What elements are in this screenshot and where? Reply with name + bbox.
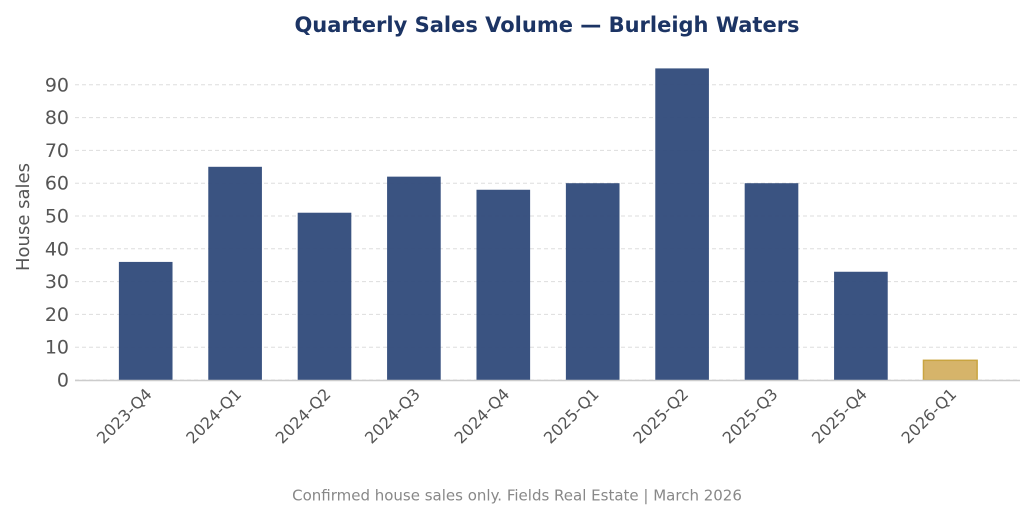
y-tick-label: 90 bbox=[45, 74, 69, 96]
bar bbox=[922, 359, 978, 381]
x-tick-label: 2025-Q4 bbox=[808, 385, 871, 448]
bar bbox=[834, 271, 888, 380]
bar bbox=[565, 183, 620, 380]
x-tick-label: 2024-Q2 bbox=[272, 385, 335, 448]
y-tick-label: 20 bbox=[45, 304, 69, 326]
y-tick-label: 70 bbox=[45, 140, 69, 162]
chart-title: Quarterly Sales Volume — Burleigh Waters bbox=[294, 13, 799, 37]
bar bbox=[476, 189, 531, 380]
x-tick-label: 2024-Q1 bbox=[182, 385, 245, 448]
y-tick-label: 30 bbox=[45, 271, 69, 293]
x-tick-label: 2023-Q4 bbox=[93, 385, 156, 448]
x-tick-label: 2024-Q3 bbox=[361, 385, 424, 448]
y-axis-label: House sales bbox=[13, 163, 34, 271]
y-tick-label: 50 bbox=[45, 206, 69, 228]
y-tick-label: 60 bbox=[45, 173, 69, 195]
bar bbox=[118, 261, 173, 380]
x-tick-label: 2026-Q1 bbox=[897, 385, 960, 448]
bar bbox=[387, 176, 441, 380]
bar bbox=[208, 166, 262, 380]
y-tick-label: 40 bbox=[45, 238, 69, 260]
x-tick-label: 2025-Q1 bbox=[540, 385, 603, 448]
y-tick-label: 10 bbox=[45, 337, 69, 359]
bar bbox=[655, 68, 709, 381]
y-tick-label: 80 bbox=[45, 107, 69, 129]
x-tick-label: 2025-Q2 bbox=[629, 385, 692, 448]
x-tick-label: 2024-Q4 bbox=[450, 385, 513, 448]
bar bbox=[744, 183, 799, 380]
y-tick-label: 0 bbox=[57, 370, 69, 392]
bar bbox=[297, 212, 352, 380]
x-tick-label: 2025-Q3 bbox=[719, 385, 782, 448]
footnote: Confirmed house sales only. Fields Real … bbox=[292, 487, 742, 505]
